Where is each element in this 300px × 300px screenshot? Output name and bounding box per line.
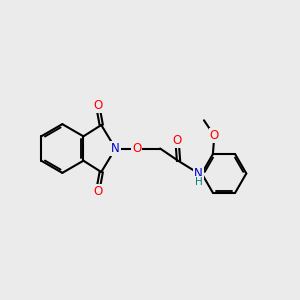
Text: O: O: [210, 129, 219, 142]
Text: O: O: [93, 185, 102, 198]
Text: N: N: [194, 167, 203, 180]
Text: H: H: [195, 177, 202, 187]
Text: O: O: [172, 134, 182, 147]
Text: N: N: [111, 142, 120, 155]
Text: O: O: [93, 99, 102, 112]
Text: O: O: [132, 142, 142, 155]
